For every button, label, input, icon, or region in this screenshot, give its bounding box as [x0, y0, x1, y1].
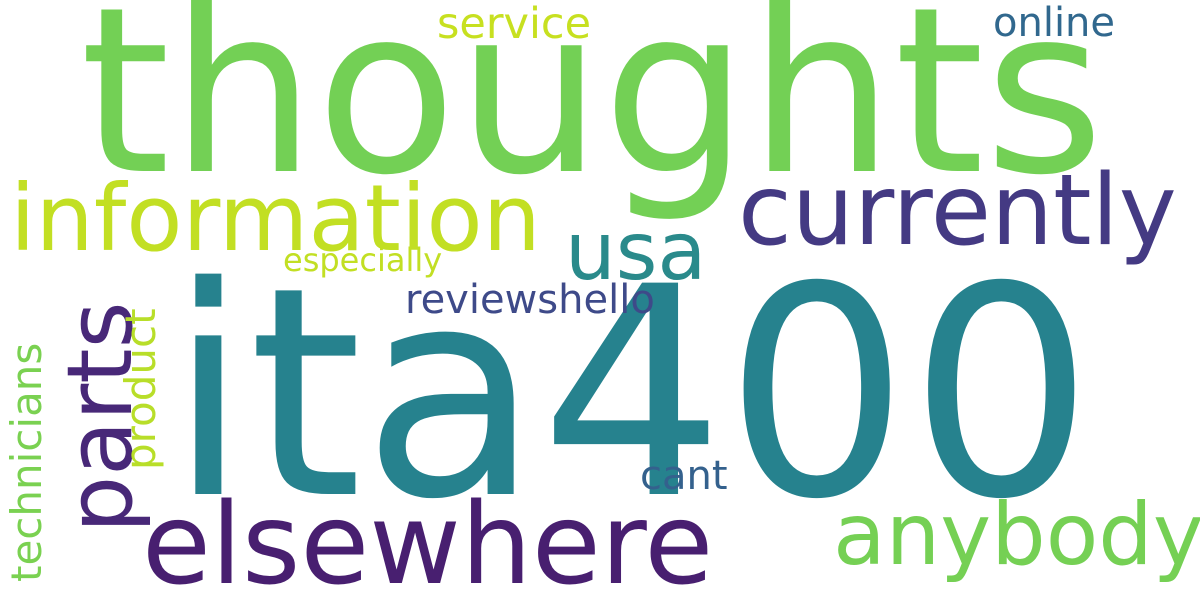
word-product: product: [116, 308, 165, 470]
word-reviewshello: reviewshello: [405, 277, 655, 323]
word-technicians: technicians: [2, 342, 51, 582]
word-thoughts: thoughts: [80, 0, 1105, 226]
word-currently: currently: [738, 154, 1177, 268]
word-usa: usa: [565, 205, 707, 298]
word-cant: cant: [640, 453, 728, 499]
word-service: service: [437, 0, 592, 49]
word-elsewhere: elsewhere: [142, 480, 714, 610]
word-ita400: ita400: [168, 226, 1094, 563]
word-information: information: [10, 165, 541, 272]
word-especially: especially: [283, 241, 443, 279]
word-anybody: anybody: [833, 485, 1200, 585]
word-online: online: [993, 0, 1116, 46]
